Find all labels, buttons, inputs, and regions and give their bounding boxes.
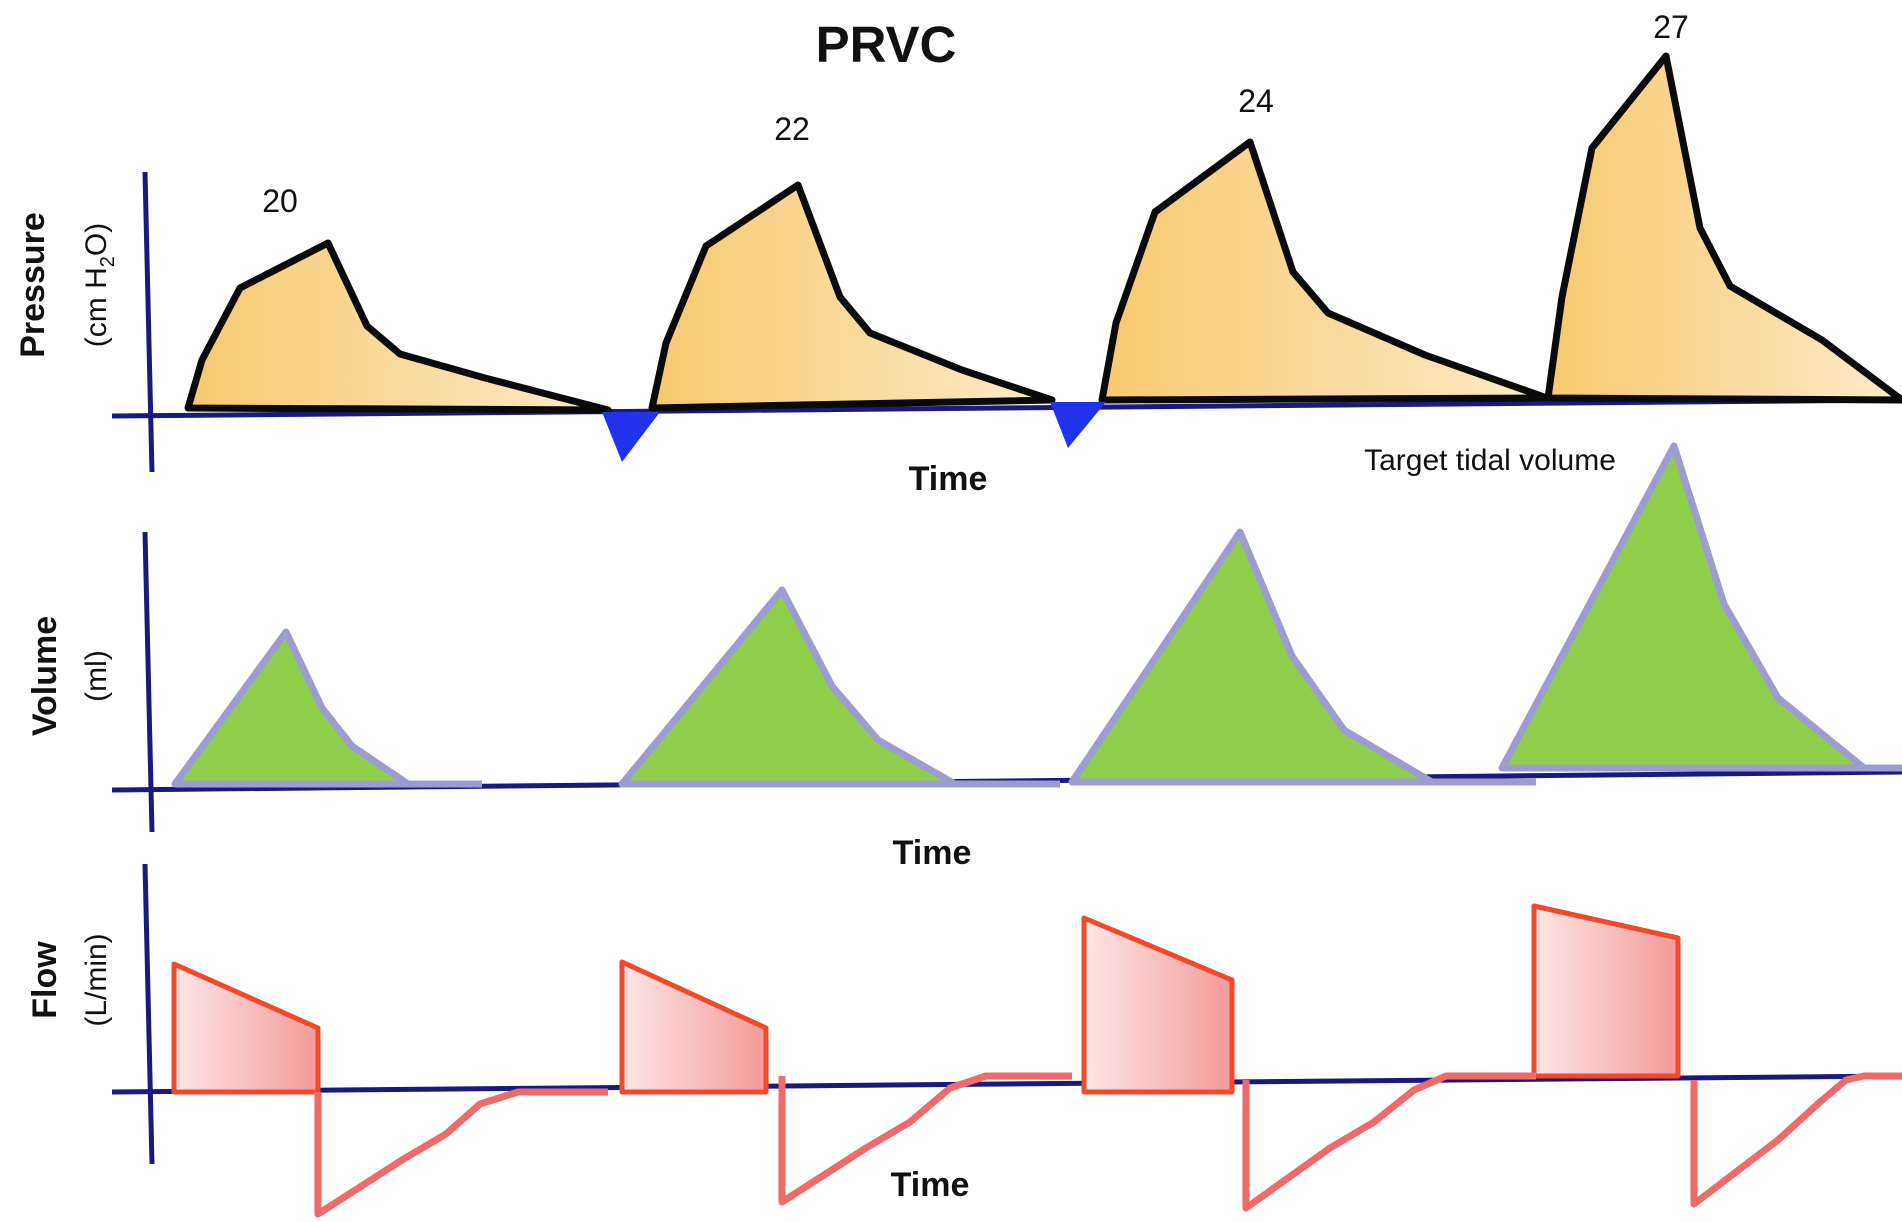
flow-unit-label: (L/min) xyxy=(80,933,113,1026)
flow-expiratory-breath-2 xyxy=(778,1072,1072,1206)
pressure-unit-label: (cm H2O) xyxy=(80,223,119,347)
flow-y-axis xyxy=(142,863,155,1165)
pressure-waveform-breath-1 xyxy=(184,239,612,414)
flow-inspiratory-breath-3 xyxy=(1081,915,1235,1095)
flow-inspiratory-breath-1 xyxy=(171,961,321,1095)
flow-panel: Flow (L/min) Time xyxy=(26,863,1902,1218)
pressure-waveform-breath-4 xyxy=(1544,52,1902,404)
pressure-waveform-breath-2 xyxy=(648,181,1056,412)
volume-time-label: Time xyxy=(893,834,972,872)
volume-unit-label: (ml) xyxy=(80,650,113,702)
patient-trigger-marker xyxy=(602,412,660,462)
flow-expiratory-breath-1 xyxy=(314,1088,608,1218)
flow-time-label: Time xyxy=(891,1166,970,1204)
volume-y-axis xyxy=(142,531,155,833)
volume-waveform-breath-2 xyxy=(618,586,959,788)
diagram-title: PRVC xyxy=(816,16,957,73)
peak-pressure-label: 24 xyxy=(1238,83,1274,119)
volume-waveform-breath-4 xyxy=(1498,442,1868,772)
flow-expiratory-breath-4 xyxy=(1690,1072,1902,1208)
volume-waveform-breath-1 xyxy=(171,628,412,788)
flow-inspiratory-breath-4 xyxy=(1531,903,1681,1079)
target-tidal-volume-annotation: Target tidal volume xyxy=(1364,444,1616,477)
pressure-panel: 20 22 24 27 Pressure (cm H2O) Time xyxy=(14,9,1902,498)
volume-waveform-breath-3 xyxy=(1068,528,1436,786)
pressure-waveform-breath-3 xyxy=(1098,138,1551,404)
volume-panel: Target tidal volume Volume (ml) Time xyxy=(26,442,1902,872)
pressure-y-axis xyxy=(142,171,155,473)
pressure-time-label: Time xyxy=(909,460,988,498)
pressure-axis-label: Pressure xyxy=(14,212,52,358)
flow-x-axis xyxy=(111,1073,1902,1095)
volume-axis-label: Volume xyxy=(26,616,64,736)
flow-axis-label: Flow xyxy=(26,941,64,1019)
flow-inspiratory-breath-2 xyxy=(619,959,769,1095)
peak-pressure-label: 27 xyxy=(1653,9,1689,45)
flow-expiratory-breath-3 xyxy=(1242,1072,1536,1212)
peak-pressure-label: 22 xyxy=(774,111,810,147)
pressure-x-axis xyxy=(111,397,1902,419)
patient-trigger-marker xyxy=(1050,402,1106,448)
peak-pressure-label: 20 xyxy=(262,183,298,219)
